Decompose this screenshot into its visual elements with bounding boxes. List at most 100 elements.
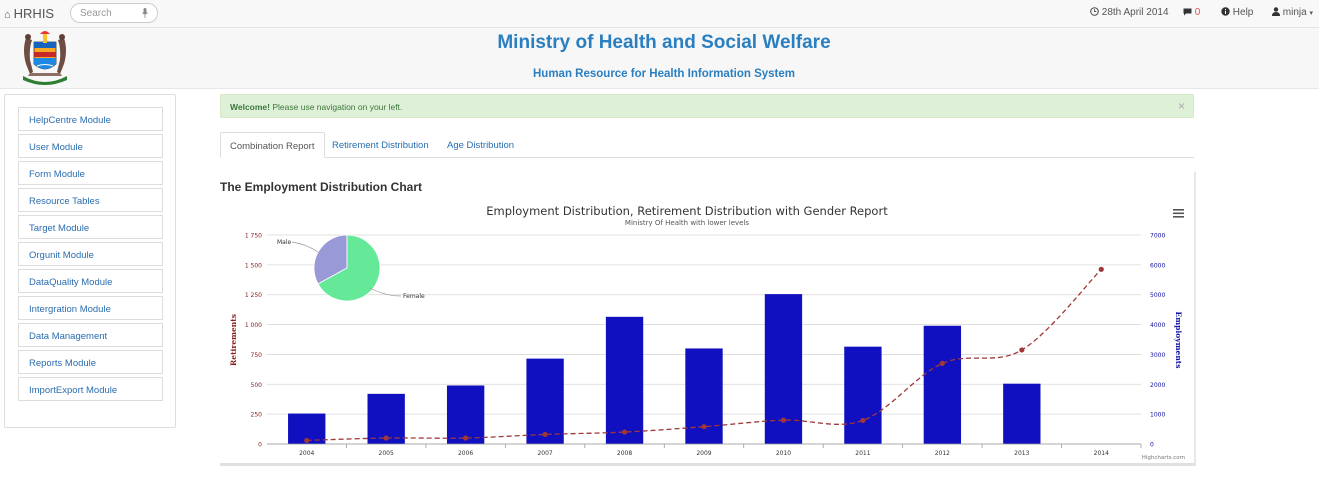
close-icon[interactable]: × xyxy=(1177,99,1185,113)
bar-2009 xyxy=(685,348,723,444)
section-title: The Employment Distribution Chart xyxy=(220,180,423,194)
line-point-2012 xyxy=(939,360,945,366)
chart-subtitle: Ministry Of Health with lower levels xyxy=(625,219,749,227)
y-left-tick-label: 500 xyxy=(251,382,263,389)
x-tick-label: 2012 xyxy=(935,450,950,457)
tab-combination-report[interactable]: Combination Report xyxy=(220,132,325,158)
bar-2006 xyxy=(446,385,485,444)
y-right-tick-label: 4000 xyxy=(1150,322,1165,329)
y-left-tick-label: 1 750 xyxy=(245,233,262,240)
alert-strong: Welcome! xyxy=(230,102,270,112)
x-tick-label: 2013 xyxy=(1014,450,1029,457)
sidebar-item-user[interactable]: User Module xyxy=(18,134,163,158)
site-subtitle: Human Resource for Health Information Sy… xyxy=(533,68,795,80)
sidebar-item-orgunit[interactable]: Orgunit Module xyxy=(18,242,163,266)
chart-menu-icon[interactable] xyxy=(1173,209,1184,218)
messages-link[interactable]: 0 xyxy=(1183,7,1200,18)
home-icon: ⌂ xyxy=(4,9,11,21)
sidebar-item-resource-tables[interactable]: Resource Tables xyxy=(18,188,163,212)
y-left-tick-label: 750 xyxy=(251,352,263,359)
bar-2013 xyxy=(1003,383,1041,444)
y-left-tick-label: 0 xyxy=(258,442,262,449)
pie-label-male: Male xyxy=(277,239,292,246)
line-point-2007 xyxy=(542,431,548,438)
y-right-tick-label: 7000 xyxy=(1150,233,1165,240)
caret-down-icon: ▾ xyxy=(1309,10,1313,17)
message-count: 0 xyxy=(1194,7,1201,18)
search-box xyxy=(70,3,158,23)
line-point-2004 xyxy=(304,437,310,444)
line-point-2014 xyxy=(1098,266,1104,272)
x-tick-label: 2005 xyxy=(379,450,394,457)
line-point-2005 xyxy=(383,435,389,441)
sidebar-nav: HelpCentre Module User Module Form Modul… xyxy=(4,94,176,428)
x-tick-label: 2007 xyxy=(537,450,552,457)
pie-connector-female xyxy=(369,287,402,297)
chart-credits[interactable]: Highcharts.com xyxy=(1142,455,1185,461)
pie-label-female: Female xyxy=(403,293,425,300)
y-right-tick-label: 3000 xyxy=(1150,352,1165,359)
x-tick-label: 2008 xyxy=(617,450,632,457)
brand-link[interactable]: ⌂ HRHIS xyxy=(4,6,54,21)
pie-connector-male xyxy=(291,241,319,253)
y-left-axis-label: Retirements xyxy=(229,314,238,366)
x-tick-label: 2014 xyxy=(1094,450,1109,457)
coat-of-arms-logo xyxy=(23,31,67,85)
message-icon xyxy=(1183,8,1192,16)
x-tick-label: 2010 xyxy=(776,450,791,457)
line-point-2009 xyxy=(701,424,707,430)
x-tick-label: 2006 xyxy=(458,450,473,457)
pie-slice-male xyxy=(313,234,348,285)
sidebar-item-form[interactable]: Form Module xyxy=(18,161,163,185)
user-menu[interactable]: minja ▾ xyxy=(1272,7,1313,18)
help-label: Help xyxy=(1232,7,1254,18)
bar-2007 xyxy=(526,358,564,444)
chart-title: Employment Distribution, Retirement Dist… xyxy=(486,204,888,218)
bar-2012 xyxy=(923,325,962,444)
employments-line xyxy=(306,268,1102,442)
sidebar-item-dataquality[interactable]: DataQuality Module xyxy=(18,269,163,293)
info-icon xyxy=(1221,7,1230,16)
report-tabs: Combination Report Retirement Distributi… xyxy=(220,132,1194,158)
tab-retirement-distribution[interactable]: Retirement Distribution xyxy=(332,140,429,151)
sidebar-item-reports[interactable]: Reports Module xyxy=(18,350,163,374)
sidebar-item-data-management[interactable]: Data Management xyxy=(18,323,163,347)
y-right-axis-label: Employments xyxy=(1174,312,1183,369)
sidebar-item-integration[interactable]: Intergration Module xyxy=(18,296,163,320)
y-right-tick-label: 5000 xyxy=(1150,292,1165,299)
clock-icon xyxy=(1090,7,1099,16)
date-label: 28th April 2014 xyxy=(1101,7,1169,18)
y-left-tick-label: 1 000 xyxy=(245,322,262,329)
y-right-tick-label: 2000 xyxy=(1150,382,1165,389)
line-point-2006 xyxy=(463,435,469,441)
y-left-tick-label: 250 xyxy=(251,412,263,419)
combination-chart: 0 250 500 750 1 000 1 250 1 500 1 750 0 1000 2000 3… xyxy=(220,172,1196,466)
pie-slice-female xyxy=(317,234,381,302)
date-display: 28th April 2014 xyxy=(1090,7,1169,18)
sidebar-item-importexport[interactable]: ImportExport Module xyxy=(18,377,163,401)
bar-2008 xyxy=(605,316,644,444)
site-title: Ministry of Health and Social Welfare xyxy=(497,32,831,53)
line-point-2010 xyxy=(780,417,787,423)
line-point-2008 xyxy=(621,429,628,435)
search-input[interactable] xyxy=(80,6,135,20)
help-link[interactable]: Help xyxy=(1221,7,1253,18)
user-icon xyxy=(1272,7,1280,16)
tab-age-distribution[interactable]: Age Distribution xyxy=(447,140,515,151)
welcome-alert: Welcome! Please use navigation on your l… xyxy=(220,94,1194,118)
top-navbar: ⌂HRHIS 28th April 2014 0 Help xyxy=(0,0,1319,28)
sidebar-item-target[interactable]: Target Module xyxy=(18,215,163,239)
y-left-tick-label: 1 250 xyxy=(245,292,262,299)
y-right-tick-label: 6000 xyxy=(1150,262,1165,269)
microphone-icon[interactable] xyxy=(142,8,148,18)
site-header: Ministry of Health and Social Welfare Hu… xyxy=(0,28,1319,89)
user-label: minja xyxy=(1282,7,1307,18)
line-point-2011 xyxy=(860,417,866,424)
y-right-tick-label: 1000 xyxy=(1150,412,1165,419)
line-point-2013 xyxy=(1019,347,1025,353)
bar-2011 xyxy=(844,346,882,444)
y-left-tick-label: 1 500 xyxy=(245,262,262,269)
y-right-tick-label: 0 xyxy=(1150,442,1154,449)
sidebar-item-helpcentre[interactable]: HelpCentre Module xyxy=(18,107,163,131)
